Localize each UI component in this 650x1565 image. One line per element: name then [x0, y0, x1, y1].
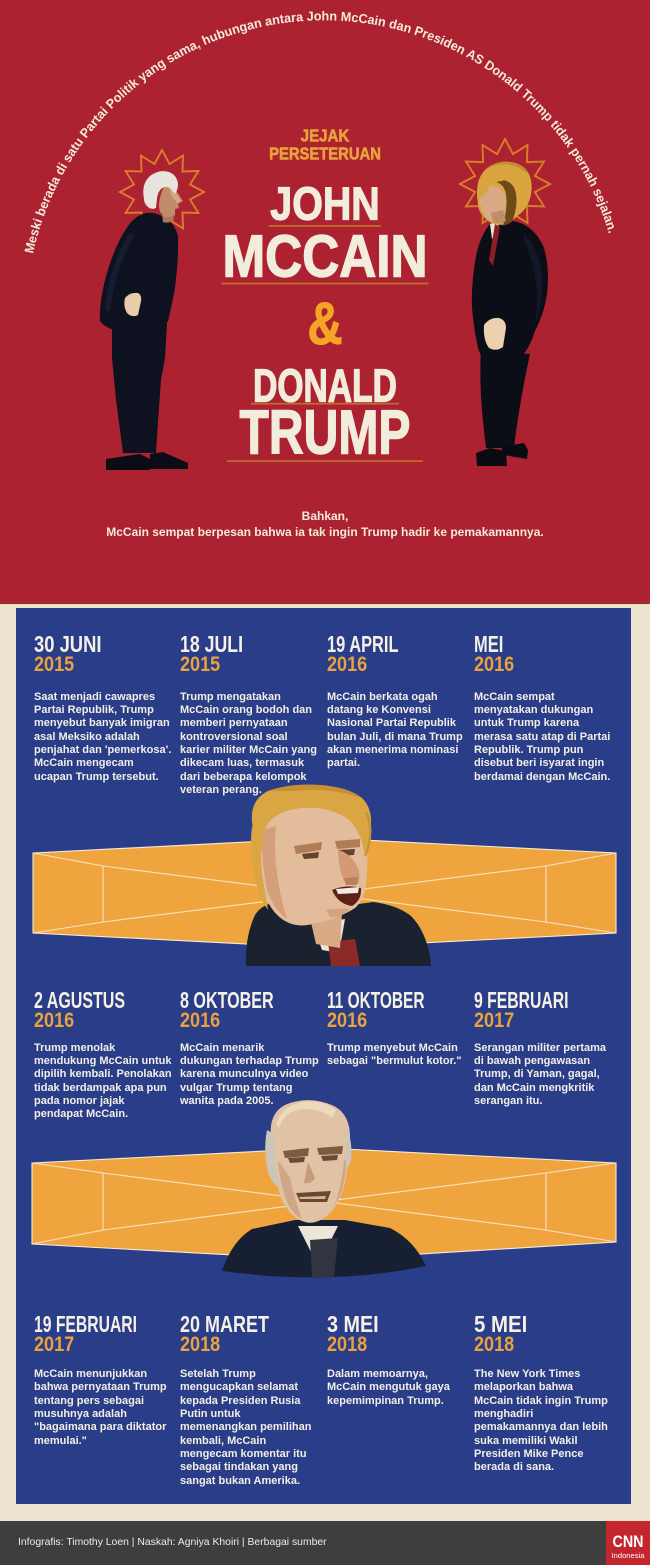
svg-text:MCCAIN: MCCAIN: [222, 223, 427, 289]
svg-text:PERSETERUAN: PERSETERUAN: [269, 144, 381, 163]
svg-text:Bahkan,: Bahkan,: [302, 509, 349, 523]
svg-text:JEJAK: JEJAK: [301, 127, 350, 146]
svg-text:McCain sempat berpesan bahwa i: McCain sempat berpesan bahwa ia tak ingi…: [106, 525, 543, 539]
svg-text:JOHN: JOHN: [270, 178, 379, 230]
svg-text:Indonesia: Indonesia: [612, 1551, 646, 1560]
svg-text:&: &: [307, 292, 342, 358]
svg-text:TRUMP: TRUMP: [240, 398, 411, 467]
svg-text:CNN: CNN: [613, 1532, 644, 1551]
